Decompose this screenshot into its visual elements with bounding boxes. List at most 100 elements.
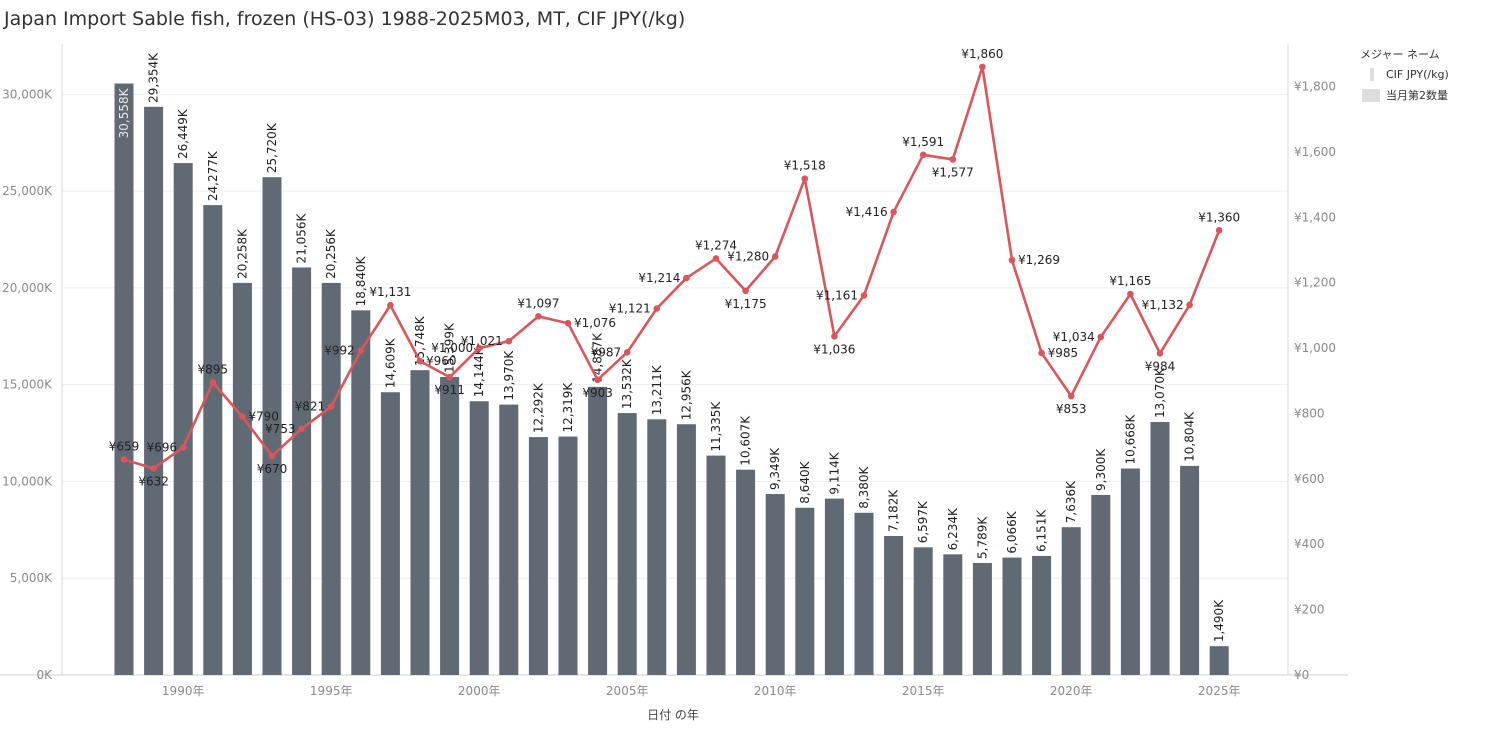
- bar[interactable]: [588, 386, 608, 675]
- price-point[interactable]: [298, 425, 305, 433]
- bar[interactable]: [380, 392, 400, 675]
- price-label: ¥1,000: [431, 341, 473, 355]
- bar-value-label: 13,211K: [650, 364, 664, 415]
- price-label: ¥992: [324, 344, 355, 358]
- price-point[interactable]: [742, 287, 749, 295]
- price-point[interactable]: [209, 379, 217, 386]
- bar-value-label: 14,609K: [383, 337, 397, 388]
- bar-value-label: 15,399K: [443, 322, 457, 373]
- price-point[interactable]: [653, 305, 661, 312]
- bar[interactable]: [1061, 527, 1081, 675]
- price-point[interactable]: [623, 349, 631, 356]
- price-point[interactable]: [179, 444, 187, 451]
- price-point[interactable]: [1186, 301, 1193, 309]
- bar[interactable]: [469, 401, 489, 675]
- y-right-tick-label: ¥600: [1294, 472, 1325, 486]
- bar[interactable]: [144, 106, 164, 675]
- price-point[interactable]: [1097, 333, 1105, 341]
- bar[interactable]: [824, 498, 844, 675]
- bar[interactable]: [440, 376, 460, 675]
- bar-value-label: 8,640K: [798, 460, 812, 503]
- bar[interactable]: [1209, 646, 1229, 675]
- price-label: ¥1,132: [1142, 298, 1184, 312]
- bar[interactable]: [173, 163, 193, 676]
- price-point[interactable]: [860, 292, 868, 299]
- price-point[interactable]: [890, 208, 897, 216]
- bar[interactable]: [203, 205, 223, 675]
- bar-value-label: 13,532K: [620, 358, 634, 409]
- legend-bar-swatch: [1362, 88, 1380, 102]
- price-label: ¥985: [1048, 346, 1079, 360]
- price-point[interactable]: [535, 313, 542, 320]
- bar[interactable]: [706, 455, 726, 675]
- bar-value-label: 11,335K: [709, 401, 723, 452]
- price-point[interactable]: [120, 456, 128, 463]
- price-point[interactable]: [712, 255, 720, 262]
- price-point[interactable]: [919, 151, 927, 159]
- price-point[interactable]: [268, 452, 276, 460]
- bar[interactable]: [736, 469, 756, 675]
- price-point[interactable]: [505, 337, 513, 345]
- bar[interactable]: [795, 507, 815, 675]
- bar[interactable]: [1120, 468, 1140, 675]
- price-point[interactable]: [979, 63, 986, 71]
- price-point[interactable]: [327, 403, 335, 410]
- price-label: ¥1,121: [609, 301, 651, 315]
- price-point[interactable]: [446, 373, 453, 381]
- price-point[interactable]: [1127, 290, 1134, 298]
- price-point[interactable]: [831, 332, 838, 340]
- bar[interactable]: [351, 310, 371, 675]
- bar[interactable]: [884, 535, 904, 675]
- price-point[interactable]: [949, 156, 957, 163]
- legend-item-bar[interactable]: 当月第2数量: [1362, 87, 1449, 103]
- y-left-tick-label: 30,000K: [2, 87, 53, 101]
- price-point[interactable]: [239, 413, 246, 421]
- x-tick-label: 2005年: [606, 684, 649, 698]
- bar[interactable]: [647, 419, 667, 675]
- price-point[interactable]: [150, 465, 157, 472]
- legend-item-line[interactable]: CIF JPY(/kg): [1362, 68, 1449, 81]
- y-left-tick-label: 5,000K: [10, 571, 53, 585]
- price-point[interactable]: [416, 357, 424, 365]
- bar-value-label: 5,789K: [975, 516, 989, 559]
- bar[interactable]: [676, 424, 696, 675]
- price-point[interactable]: [1038, 349, 1045, 357]
- bar[interactable]: [972, 562, 992, 675]
- price-point[interactable]: [1008, 256, 1016, 264]
- bar[interactable]: [854, 512, 874, 675]
- bar[interactable]: [321, 282, 341, 675]
- bar[interactable]: [1032, 555, 1052, 675]
- bar[interactable]: [232, 282, 252, 675]
- bar[interactable]: [292, 267, 312, 675]
- bar[interactable]: [114, 83, 134, 676]
- price-point[interactable]: [594, 376, 601, 384]
- bar[interactable]: [528, 437, 548, 675]
- price-point[interactable]: [771, 253, 779, 260]
- bar[interactable]: [499, 404, 519, 675]
- bar[interactable]: [1180, 465, 1200, 675]
- line-labels: ¥659 ¥632 ¥696 ¥895 ¥790 ¥670 ¥753 ¥821 ¥992 ¥1,1…: [109, 47, 1240, 488]
- price-point[interactable]: [475, 344, 483, 352]
- bar[interactable]: [558, 436, 578, 675]
- bar[interactable]: [1150, 422, 1170, 675]
- price-point[interactable]: [357, 347, 365, 354]
- price-point[interactable]: [1156, 349, 1164, 357]
- price-point[interactable]: [683, 274, 690, 282]
- bar[interactable]: [765, 494, 785, 675]
- bar-value-label: 18,840K: [354, 255, 368, 306]
- bar[interactable]: [617, 413, 637, 675]
- price-point[interactable]: [387, 301, 394, 309]
- price-point[interactable]: [1215, 227, 1223, 234]
- bar-value-label: 9,114K: [827, 451, 841, 494]
- price-point[interactable]: [564, 319, 572, 327]
- bar-value-label: 9,349K: [768, 447, 782, 490]
- bar[interactable]: [410, 370, 430, 675]
- bar[interactable]: [913, 547, 933, 675]
- price-point[interactable]: [801, 175, 809, 183]
- price-point[interactable]: [1067, 392, 1075, 400]
- bar[interactable]: [1002, 557, 1022, 675]
- bar[interactable]: [1091, 494, 1111, 675]
- price-label: ¥1,175: [725, 297, 767, 311]
- bar[interactable]: [262, 177, 282, 675]
- bar[interactable]: [943, 554, 963, 675]
